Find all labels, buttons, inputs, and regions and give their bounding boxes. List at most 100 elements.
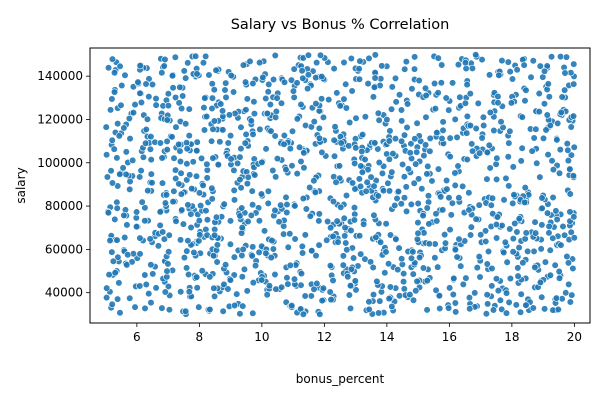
scatter-point bbox=[288, 127, 297, 135]
scatter-point bbox=[434, 263, 442, 271]
scatter-point bbox=[435, 292, 444, 300]
scatter-point bbox=[541, 258, 550, 266]
scatter-point bbox=[103, 284, 111, 292]
scatter-point bbox=[152, 94, 160, 103]
scatter-point bbox=[136, 234, 144, 242]
scatter-point bbox=[177, 288, 185, 296]
scatter-point bbox=[170, 154, 178, 162]
scatter-point bbox=[145, 290, 153, 298]
scatter-point bbox=[188, 184, 196, 193]
scatter-point bbox=[524, 247, 532, 255]
scatter-point bbox=[318, 72, 326, 81]
scatter-point bbox=[561, 86, 569, 94]
scatter-point bbox=[382, 220, 390, 228]
scatter-point bbox=[383, 116, 391, 124]
scatter-point bbox=[437, 193, 445, 201]
scatter-point bbox=[414, 199, 422, 208]
scatter-point bbox=[125, 114, 133, 123]
scatter-point bbox=[567, 151, 575, 159]
scatter-point bbox=[212, 66, 220, 74]
scatter-point bbox=[446, 284, 454, 292]
scatter-point bbox=[446, 152, 454, 161]
scatter-point bbox=[522, 86, 530, 94]
x-tick-label: 8 bbox=[196, 330, 204, 344]
scatter-point bbox=[185, 131, 193, 140]
scatter-point bbox=[280, 78, 289, 86]
scatter-point bbox=[262, 145, 270, 153]
scatter-point bbox=[463, 81, 471, 89]
scatter-point bbox=[162, 191, 171, 199]
scatter-point bbox=[114, 253, 122, 261]
scatter-point bbox=[193, 284, 201, 292]
scatter-point bbox=[342, 239, 350, 247]
scatter-point bbox=[459, 182, 467, 190]
scatter-point bbox=[280, 140, 288, 148]
scatter-point bbox=[175, 140, 183, 148]
scatter-point bbox=[350, 216, 359, 224]
scatter-point bbox=[239, 302, 247, 310]
scatter-point bbox=[333, 217, 341, 225]
scatter-point bbox=[230, 186, 238, 194]
scatter-point bbox=[120, 211, 128, 219]
scatter-point bbox=[555, 169, 564, 177]
scatter-point bbox=[286, 230, 294, 238]
scatter-point bbox=[519, 259, 527, 267]
scatter-point bbox=[160, 235, 168, 243]
scatter-point bbox=[220, 200, 228, 208]
scatter-point bbox=[316, 310, 324, 318]
scatter-point bbox=[413, 277, 421, 285]
scatter-point bbox=[566, 190, 574, 198]
scatter-point bbox=[347, 226, 355, 235]
scatter-point bbox=[358, 147, 366, 156]
scatter-point bbox=[378, 169, 387, 178]
scatter-point bbox=[350, 254, 358, 262]
scatter-point bbox=[206, 273, 214, 281]
scatter-point bbox=[142, 139, 150, 147]
scatter-point bbox=[545, 222, 553, 231]
scatter-point bbox=[233, 159, 242, 167]
scatter-point bbox=[238, 251, 246, 260]
scatter-point bbox=[497, 118, 505, 126]
scatter-point bbox=[315, 124, 323, 132]
scatter-point bbox=[327, 224, 335, 232]
scatter-point bbox=[327, 296, 335, 304]
scatter-point bbox=[237, 145, 245, 153]
scatter-point bbox=[336, 102, 344, 110]
scatter-point bbox=[168, 72, 177, 80]
scatter-point bbox=[409, 296, 418, 304]
scatter-point bbox=[493, 234, 501, 242]
scatter-point bbox=[208, 195, 216, 203]
scatter-point bbox=[165, 248, 173, 256]
scatter-point bbox=[203, 174, 211, 182]
scatter-point bbox=[351, 277, 359, 285]
scatter-point bbox=[561, 69, 569, 77]
scatter-point bbox=[472, 124, 480, 133]
scatter-point bbox=[219, 126, 227, 134]
scatter-point bbox=[142, 280, 150, 289]
scatter-point bbox=[176, 157, 185, 166]
scatter-point bbox=[148, 179, 156, 187]
x-tick-label: 16 bbox=[442, 330, 457, 344]
scatter-point bbox=[482, 310, 491, 318]
scatter-point bbox=[159, 228, 167, 236]
scatter-point bbox=[120, 124, 128, 132]
scatter-point bbox=[399, 160, 407, 169]
scatter-point bbox=[136, 89, 144, 97]
scatter-point bbox=[389, 149, 397, 158]
scatter-point bbox=[379, 187, 388, 195]
scatter-point bbox=[280, 230, 288, 238]
scatter-point bbox=[536, 278, 545, 287]
scatter-point bbox=[372, 233, 380, 241]
scatter-point bbox=[397, 200, 405, 208]
scatter-point bbox=[355, 75, 364, 83]
y-tick-label: 40000 bbox=[45, 286, 83, 300]
scatter-point bbox=[457, 262, 465, 270]
scatter-point bbox=[335, 162, 344, 170]
scatter-point bbox=[275, 218, 283, 226]
scatter-point bbox=[146, 145, 155, 153]
scatter-point bbox=[103, 293, 111, 302]
scatter-point bbox=[110, 88, 119, 96]
scatter-point bbox=[424, 162, 432, 170]
scatter-point bbox=[422, 91, 430, 100]
scatter-point bbox=[517, 157, 525, 165]
